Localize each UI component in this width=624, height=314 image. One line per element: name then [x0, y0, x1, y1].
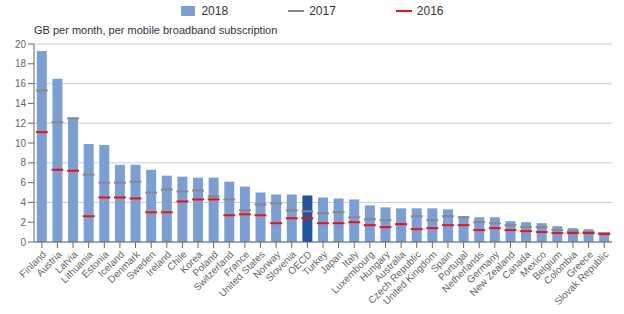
svg-text:Czech Republic: Czech Republic: [365, 248, 424, 306]
html-text:2018: 2018: [201, 4, 229, 18]
svg-text:Colombia: Colombia: [541, 248, 580, 287]
svg-text:Italy: Italy: [339, 248, 361, 270]
svg-text:Denmark: Denmark: [105, 248, 142, 286]
html-text:GB per month, per mobile broad: GB per month, per mobile broadband subsc…: [34, 24, 278, 36]
svg-text:Australia: Australia: [372, 248, 408, 284]
svg-text:Lithuania: Lithuania: [58, 248, 96, 286]
svg-text:Hungary: Hungary: [357, 248, 392, 284]
svg-text:Estonia: Estonia: [79, 248, 111, 280]
svg-text:Belgium: Belgium: [530, 248, 564, 282]
svg-text:Iceland: Iceland: [95, 248, 127, 280]
svg-text:18: 18: [15, 58, 27, 69]
svg-text:Poland: Poland: [190, 248, 221, 279]
svg-text:Germany: Germany: [464, 248, 502, 286]
svg-text:Netherlands: Netherlands: [439, 248, 486, 295]
svg-text:2: 2: [20, 217, 26, 228]
svg-text:6: 6: [20, 177, 26, 188]
svg-text:Canada: Canada: [500, 248, 533, 282]
svg-text:Finland: Finland: [17, 248, 49, 280]
svg-text:Norway: Norway: [250, 248, 283, 281]
svg-text:United States: United States: [216, 248, 267, 299]
svg-text:Slovenia: Slovenia: [263, 248, 299, 284]
svg-text:United Kingdom: United Kingdom: [381, 249, 439, 307]
svg-text:Slovak Republic: Slovak Republic: [552, 249, 610, 307]
svg-text:France: France: [221, 248, 252, 279]
html-text:2016: 2016: [416, 4, 444, 18]
svg-text:OECD: OECD: [285, 248, 314, 277]
svg-text:Ireland: Ireland: [143, 248, 174, 279]
svg-text:0: 0: [20, 237, 26, 248]
svg-text:12: 12: [15, 118, 27, 129]
svg-text:Japan: Japan: [318, 248, 346, 276]
svg-text:New Zealand: New Zealand: [467, 248, 517, 299]
svg-text:16: 16: [15, 78, 27, 89]
svg-text:Latvia: Latvia: [52, 248, 80, 276]
svg-text:Mexico: Mexico: [518, 248, 549, 279]
svg-text:4: 4: [20, 197, 26, 208]
svg-text:Luxembourg: Luxembourg: [329, 248, 377, 296]
svg-text:20: 20: [15, 39, 27, 50]
svg-text:Turkey: Turkey: [300, 248, 330, 278]
svg-text:Austria: Austria: [34, 248, 64, 279]
svg-text:10: 10: [15, 138, 27, 149]
svg-text:Greece: Greece: [564, 248, 595, 280]
svg-text:Korea: Korea: [177, 248, 205, 276]
svg-text:Sweden: Sweden: [124, 248, 158, 282]
svg-text:Spain: Spain: [428, 248, 455, 275]
svg-text:Chile: Chile: [164, 248, 189, 273]
svg-text:Switzerland: Switzerland: [191, 248, 236, 293]
svg-text:Portugal: Portugal: [435, 248, 470, 283]
html-text:2017: 2017: [309, 4, 336, 18]
svg-text:8: 8: [20, 157, 26, 168]
svg-text:14: 14: [15, 98, 27, 109]
